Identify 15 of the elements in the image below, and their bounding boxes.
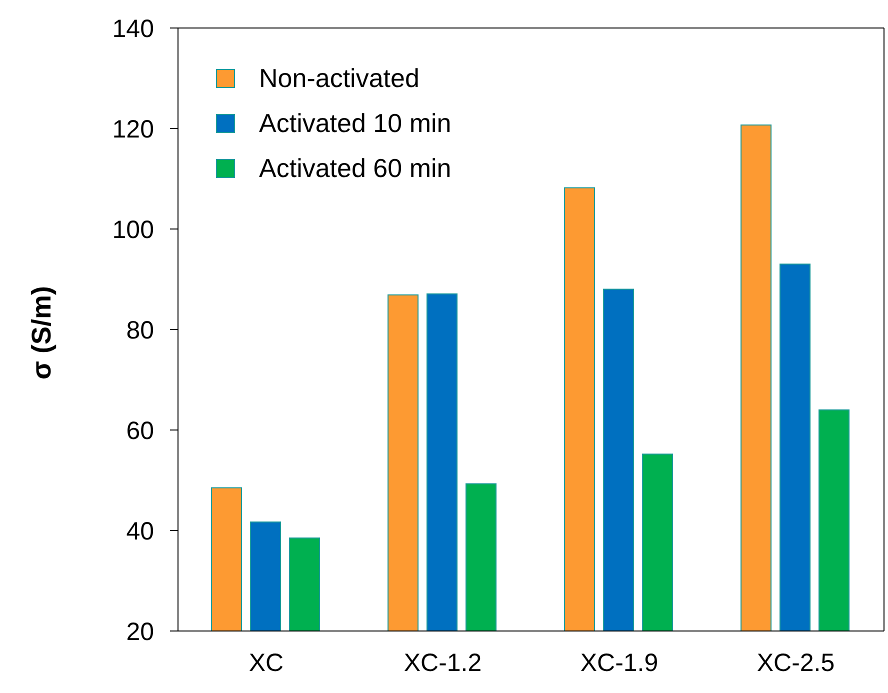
- legend-label: Activated 10 min: [259, 108, 452, 139]
- y-tick-label: 40: [126, 517, 154, 546]
- x-tick-label: XC-1.2: [404, 648, 482, 677]
- y-tick-label: 100: [112, 216, 154, 244]
- x-tick-label: XC: [248, 648, 284, 677]
- y-tick-label: 140: [112, 14, 154, 43]
- y-tick-label: 120: [112, 115, 154, 144]
- x-tick-label: XC-2.5: [756, 648, 835, 677]
- y-tick-label: 80: [126, 316, 154, 344]
- y-tick-label: 20: [126, 618, 154, 646]
- legend-label: Non-activated: [259, 63, 420, 94]
- y-axis-title: σ (S/m): [26, 286, 57, 380]
- legend-label: Activated 60 min: [259, 153, 452, 184]
- y-tick-label: 60: [126, 416, 154, 445]
- x-tick-label: XC-1.9: [580, 648, 658, 677]
